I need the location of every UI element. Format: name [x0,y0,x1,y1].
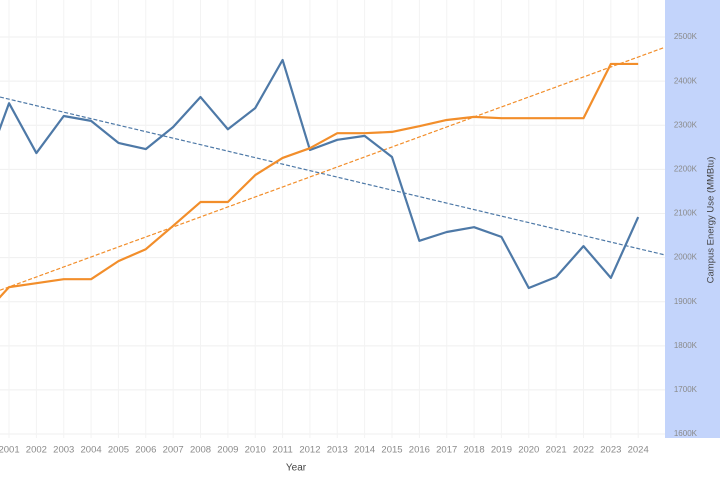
x-tick-label: 2011 [272,445,292,456]
y-tick-label: 1800K [674,341,698,350]
x-tick-label: 2015 [381,445,402,456]
x-tick-label: 2004 [81,445,102,456]
x-tick-label: 2012 [299,445,320,456]
x-tick-label: 2018 [463,445,484,456]
x-tick-label: 2013 [327,445,348,456]
x-tick-label: 2003 [53,445,74,456]
y-axis-band [665,0,720,438]
x-tick-label: 2009 [217,445,238,456]
x-tick-label: 2023 [600,445,621,456]
x-tick-label: 2022 [573,445,594,456]
x-tick-label: 2019 [491,445,512,456]
line [0,58,640,290]
y-tick-label: 2300K [674,120,698,129]
x-tick-label: 2007 [163,445,184,456]
plot [0,46,665,299]
y-tick-label: 2500K [674,32,698,41]
y-tick-label: 1700K [674,385,698,394]
y-tick-label: 2400K [674,76,698,85]
trend-line [0,46,665,291]
x-tick-label: 2016 [409,445,430,456]
y-tick-label: 1900K [674,297,698,306]
x-tick-label: 2021 [546,445,567,456]
axes: 1600K 1700K 1800K 1900K 2000K 2100K 2200K 2300K… [0,32,698,455]
y-tick-label: 1600K [674,429,698,438]
x-tick-label: 2014 [354,445,375,456]
x-tick-label: 2008 [190,445,211,456]
x-tick-label: 2017 [436,445,457,456]
y-axis-title: Campus Energy Use (MMBtu) [706,157,717,284]
x-tick-label: 2002 [26,445,47,456]
grid [0,0,665,438]
trend-line [0,96,665,256]
x-tick-label: 2020 [518,445,539,456]
x-tick-label: 2010 [245,445,266,456]
y-tick-label: 2200K [674,164,698,173]
x-tick-label: 2001 [0,445,20,456]
y-tick-label: 2100K [674,209,698,218]
x-axis-title: Year [286,463,307,474]
x-tick-label: 2005 [108,445,129,456]
x-tick-label: 2024 [628,445,649,456]
line [0,62,639,299]
y-tick-label: 2000K [674,253,698,262]
x-tick-label: 2006 [135,445,156,456]
